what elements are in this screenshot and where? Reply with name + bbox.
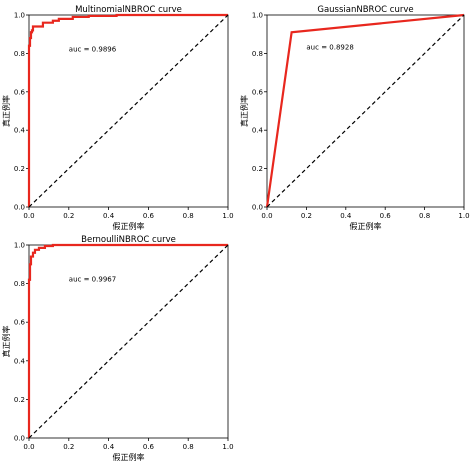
diagonal-reference-line <box>266 14 465 208</box>
x-tick-label: 0.6 <box>143 212 155 220</box>
x-tick-label: 0.8 <box>419 212 430 220</box>
roc-curve-line <box>265 13 465 208</box>
y-tick-label: 0.2 <box>252 165 263 173</box>
x-tick-label: 0.4 <box>103 443 115 451</box>
auc-annotation: auc = 0.8928 <box>306 44 353 52</box>
x-tick-label: 0.8 <box>183 443 194 451</box>
x-tick-label: 0.4 <box>340 212 352 220</box>
y-axis-label: 真正例率 <box>239 95 249 127</box>
y-axis-label: 真正例率 <box>1 95 11 127</box>
y-tick-label: 0.6 <box>14 319 26 327</box>
y-tick-label: 0.0 <box>14 435 25 443</box>
x-tick-label: 0.0 <box>23 212 34 220</box>
x-tick-label: 1.0 <box>222 443 233 451</box>
y-tick-label: 0.4 <box>252 127 264 135</box>
x-tick-label: 0.2 <box>63 443 74 451</box>
y-tick-label: 0.4 <box>14 127 26 135</box>
x-axis-label: 假正例率 <box>113 221 145 231</box>
x-tick-label: 0.0 <box>23 443 34 451</box>
x-axis-label: 假正例率 <box>113 452 145 462</box>
chart-title: GaussianNBROC curve <box>317 5 413 15</box>
x-tick-label: 1.0 <box>458 212 469 220</box>
auc-annotation: auc = 0.9967 <box>69 276 116 284</box>
roc-curve-line <box>27 243 228 438</box>
roc-curve-line <box>27 13 228 207</box>
chart-panel-1: 0.0 0.2 0.4 0.6 0.8 1.0 0.0 0.2 0.4 0.6 0.8 1.0 Mult… <box>1 5 234 231</box>
plot-area-frame <box>28 244 229 439</box>
y-tick-label: 0.0 <box>252 204 263 212</box>
y-tick-label: 0.0 <box>14 204 25 212</box>
y-tick-label: 1.0 <box>252 12 263 20</box>
x-tick-label: 0.6 <box>143 443 155 451</box>
x-tick-label: 0.2 <box>63 212 74 220</box>
y-tick-label: 0.6 <box>252 88 264 96</box>
y-tick-label: 0.8 <box>14 280 25 288</box>
chart-title: MultinomialNBROC curve <box>75 5 182 15</box>
chart-panel-2: 0.0 0.2 0.4 0.6 0.8 1.0 0.0 0.2 0.4 0.6 0.8 1.0 Gaus… <box>239 5 470 231</box>
x-tick-label: 0.2 <box>301 212 312 220</box>
diagonal-reference-line <box>28 244 229 439</box>
chart-title: BernoulliNBROC curve <box>81 235 176 245</box>
x-tick-label: 0.8 <box>183 212 194 220</box>
y-tick-label: 0.8 <box>252 50 263 58</box>
y-tick-label: 0.2 <box>14 396 25 404</box>
x-axis-label: 假正例率 <box>350 221 382 231</box>
y-axis-label: 真正例率 <box>1 326 11 358</box>
y-tick-label: 1.0 <box>14 242 25 250</box>
x-tick-label: 0.6 <box>380 212 392 220</box>
chart-panel-3: 0.0 0.2 0.4 0.6 0.8 1.0 0.0 0.2 0.4 0.6 0.8 1.0 Bern… <box>1 235 234 462</box>
x-tick-label: 0.4 <box>103 212 115 220</box>
y-tick-label: 1.0 <box>14 12 25 20</box>
x-tick-label: 0.0 <box>261 212 272 220</box>
y-tick-label: 0.6 <box>14 88 26 96</box>
auc-annotation: auc = 0.9896 <box>69 45 117 53</box>
x-tick-label: 1.0 <box>222 212 233 220</box>
y-tick-label: 0.8 <box>14 50 25 58</box>
y-tick-label: 0.4 <box>14 357 26 365</box>
plot-area-frame <box>28 14 229 208</box>
y-tick-label: 0.2 <box>14 165 25 173</box>
